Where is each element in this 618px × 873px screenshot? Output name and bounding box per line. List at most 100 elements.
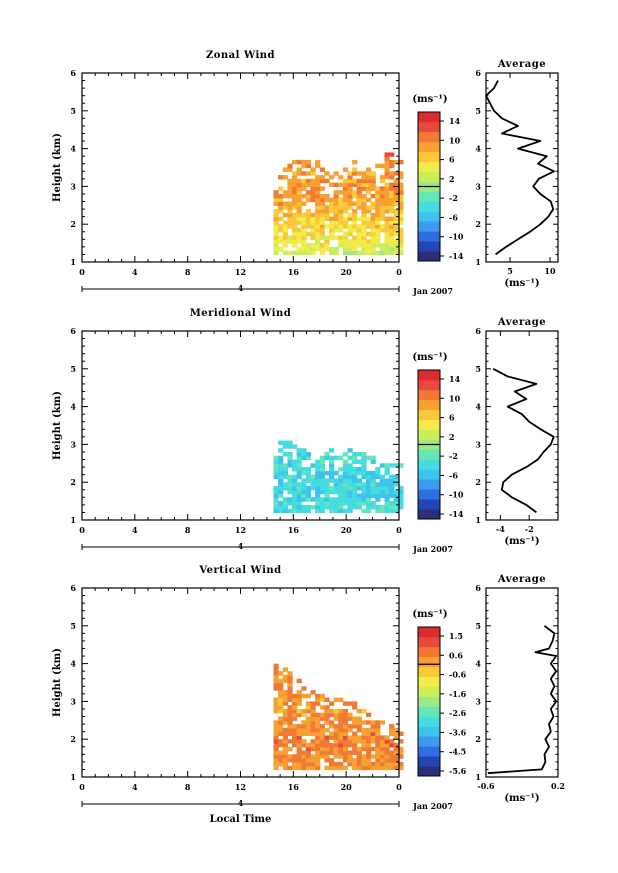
heatmap-cell [273, 239, 279, 244]
heatmap-cell [301, 231, 307, 237]
heatmap-cell [305, 243, 312, 248]
heatmap-cell [366, 243, 372, 248]
heatmap-cell [310, 167, 316, 172]
heatmap-cell [338, 712, 344, 718]
heatmap-cell [278, 455, 284, 461]
heatmap-cell [389, 243, 395, 248]
heatmap-cell [324, 743, 330, 748]
heatmap-cell [278, 440, 284, 445]
heatmap-cell [347, 724, 353, 729]
heatmap-cell [301, 493, 307, 498]
heatmap-cell [292, 220, 298, 225]
heatmap-cell [324, 197, 330, 203]
heatmap-cell [338, 489, 344, 495]
heatmap-cell [398, 501, 404, 506]
heatmap-cell [342, 470, 349, 476]
heatmap-cell [356, 216, 362, 221]
heatmap-cell [347, 701, 353, 706]
heatmap-cell [379, 493, 385, 498]
heatmap-cell [361, 231, 367, 237]
heatmap-cell [375, 224, 381, 229]
heatmap-cell [347, 758, 353, 763]
heatmap-cell [278, 501, 284, 506]
heatmap-cell [375, 508, 381, 514]
colorbar-swatch [418, 646, 440, 658]
heatmap-cell [319, 705, 325, 710]
heatmap-cell [282, 220, 288, 225]
heatmap-cell [338, 486, 344, 491]
heatmap-cell [361, 228, 367, 233]
colorbar-tick-label: -0.6 [449, 670, 467, 680]
heatmap-cell [361, 201, 367, 206]
heatmap-cell [384, 220, 390, 225]
heatmap-cell [273, 709, 279, 714]
heatmap-cell [347, 470, 353, 476]
heatmap-cell [338, 197, 344, 203]
heatmap-cell [370, 761, 376, 767]
heatmap-cell [292, 216, 298, 221]
heatmap-cell [389, 754, 395, 759]
heatmap-cell [361, 765, 367, 771]
colorbar-swatch [418, 459, 440, 470]
heatmap-cell [361, 731, 367, 736]
heatmap-cell [273, 190, 279, 195]
heatmap-cell [329, 209, 335, 214]
heatmap-cell [329, 448, 335, 453]
avg-x-tick-label: -0.6 [477, 781, 495, 791]
heatmap-cell [273, 663, 279, 668]
heatmap-cell [310, 482, 316, 487]
colorbar-swatch [418, 221, 440, 232]
heatmap-cell [292, 501, 298, 506]
heatmap-cell [389, 235, 395, 240]
heatmap-cell [366, 501, 372, 506]
heatmap-cell [310, 178, 316, 184]
heatmap-cell [324, 716, 330, 721]
heatmap-cell [370, 250, 376, 256]
heatmap-cell [356, 186, 362, 191]
colorbar-swatch [418, 499, 440, 510]
heatmap-cell [282, 690, 288, 695]
heatmap-cell [287, 452, 293, 457]
heatmap-cell [389, 224, 395, 229]
heatmap-cell [338, 508, 344, 514]
heatmap-cell [338, 497, 344, 502]
heatmap-cell [296, 190, 302, 195]
heatmap-cell [361, 246, 367, 252]
heatmap-cell [296, 678, 302, 684]
heatmap-cell [384, 758, 390, 763]
heatmap-cell [347, 197, 353, 203]
heatmap-cell [389, 482, 395, 487]
heatmap-cell [305, 231, 312, 237]
heatmap-cell [384, 750, 390, 755]
colorbar-swatch [418, 746, 440, 757]
heatmap-cell [287, 186, 293, 191]
heatmap-cell [375, 220, 381, 225]
heatmap-cell [347, 743, 353, 748]
heatmap-cell [384, 171, 390, 176]
colorbar-unit: (ms⁻¹) [412, 352, 447, 363]
colorbar-swatch [418, 419, 440, 430]
heatmap-cell [375, 720, 381, 725]
heatmap-cell [352, 701, 358, 706]
heatmap-cell [370, 731, 376, 736]
avg-x-label: (ms⁻¹) [504, 536, 539, 547]
heatmap-cell [375, 470, 381, 476]
heatmap-cell [384, 190, 390, 195]
heatmap-cell [278, 216, 284, 221]
heatmap-cell [319, 482, 325, 487]
heatmap-cell [292, 175, 298, 180]
heatmap-cell [315, 231, 321, 237]
heatmap-cell [393, 197, 399, 203]
heatmap-cell [366, 216, 372, 221]
colorbar-tick-label: -1.6 [449, 689, 467, 699]
heatmap-cell [315, 159, 321, 165]
heatmap-cell [273, 743, 279, 748]
heatmap-cell [305, 693, 312, 699]
heatmap-cell [305, 497, 312, 502]
heatmap-cell [393, 761, 399, 767]
heatmap-cell [347, 178, 353, 184]
heatmap-cell [301, 220, 307, 225]
heatmap-cell [301, 455, 307, 461]
heatmap-cell [384, 743, 390, 748]
